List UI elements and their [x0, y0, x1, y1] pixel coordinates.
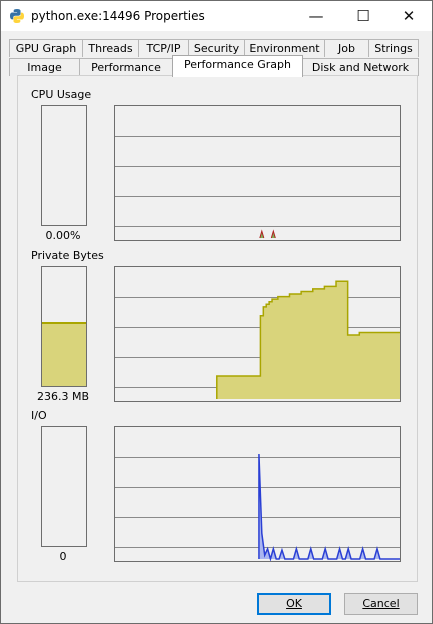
cpu-usage-meter — [41, 105, 87, 226]
series-line — [258, 454, 400, 561]
tab-performance[interactable]: Performance — [79, 58, 173, 76]
tab-threads[interactable]: Threads — [82, 39, 139, 57]
tab-row-back: GPU Graph Threads TCP/IP Security Enviro… — [9, 39, 419, 57]
python-icon — [10, 9, 24, 23]
io-chart — [115, 454, 400, 561]
tab-image[interactable]: Image — [9, 58, 80, 76]
cpu-usage-chart — [115, 136, 400, 239]
window-title: python.exe:14496 Properties — [31, 9, 205, 23]
cancel-button[interactable]: Cancel — [344, 593, 418, 615]
io-graph — [114, 426, 401, 562]
tab-tcp-ip[interactable]: TCP/IP — [138, 39, 189, 57]
private-bytes-chart — [115, 280, 400, 399]
title-bar: python.exe:14496 Properties — ☐ ✕ — [1, 1, 432, 31]
cpu-spike — [270, 229, 276, 239]
tab-strings[interactable]: Strings — [368, 39, 419, 57]
series-area — [258, 454, 400, 559]
tab-security[interactable]: Security — [188, 39, 245, 57]
tab-gpu-graph[interactable]: GPU Graph — [9, 39, 83, 57]
cpu-spike — [259, 229, 265, 239]
cpu-usage-label: CPU Usage — [31, 88, 92, 101]
io-value: 0 — [59, 550, 67, 563]
series-line — [216, 280, 400, 399]
private-bytes-graph — [114, 266, 401, 402]
private-bytes-meter — [41, 266, 87, 387]
tab-performance-graph[interactable]: Performance Graph — [172, 55, 303, 77]
close-button[interactable]: ✕ — [402, 7, 416, 25]
tab-row-front: Image Performance Performance Graph Disk… — [9, 55, 419, 77]
tab-environment[interactable]: Environment — [244, 39, 325, 57]
tab-disk-and-network[interactable]: Disk and Network — [302, 58, 419, 76]
private-bytes-label: Private Bytes — [31, 249, 104, 262]
minimize-button[interactable]: — — [308, 7, 324, 25]
ok-button[interactable]: OK — [257, 593, 331, 615]
cpu-usage-value: 0.00% — [45, 229, 81, 242]
maximize-button[interactable]: ☐ — [356, 7, 370, 25]
private-bytes-meter-fill — [42, 321, 86, 386]
io-meter — [41, 426, 87, 547]
private-bytes-value: 236.3 MB — [36, 390, 90, 403]
series-area — [216, 281, 400, 399]
cpu-usage-graph — [114, 105, 401, 241]
performance-graph-panel: CPU Usage 0.00% Private Bytes 236.3 MB I… — [17, 75, 418, 582]
io-label: I/O — [31, 409, 47, 422]
ok-button-label: OK — [286, 597, 302, 610]
cancel-button-label: Cancel — [362, 597, 400, 610]
tab-job[interactable]: Job — [324, 39, 369, 57]
